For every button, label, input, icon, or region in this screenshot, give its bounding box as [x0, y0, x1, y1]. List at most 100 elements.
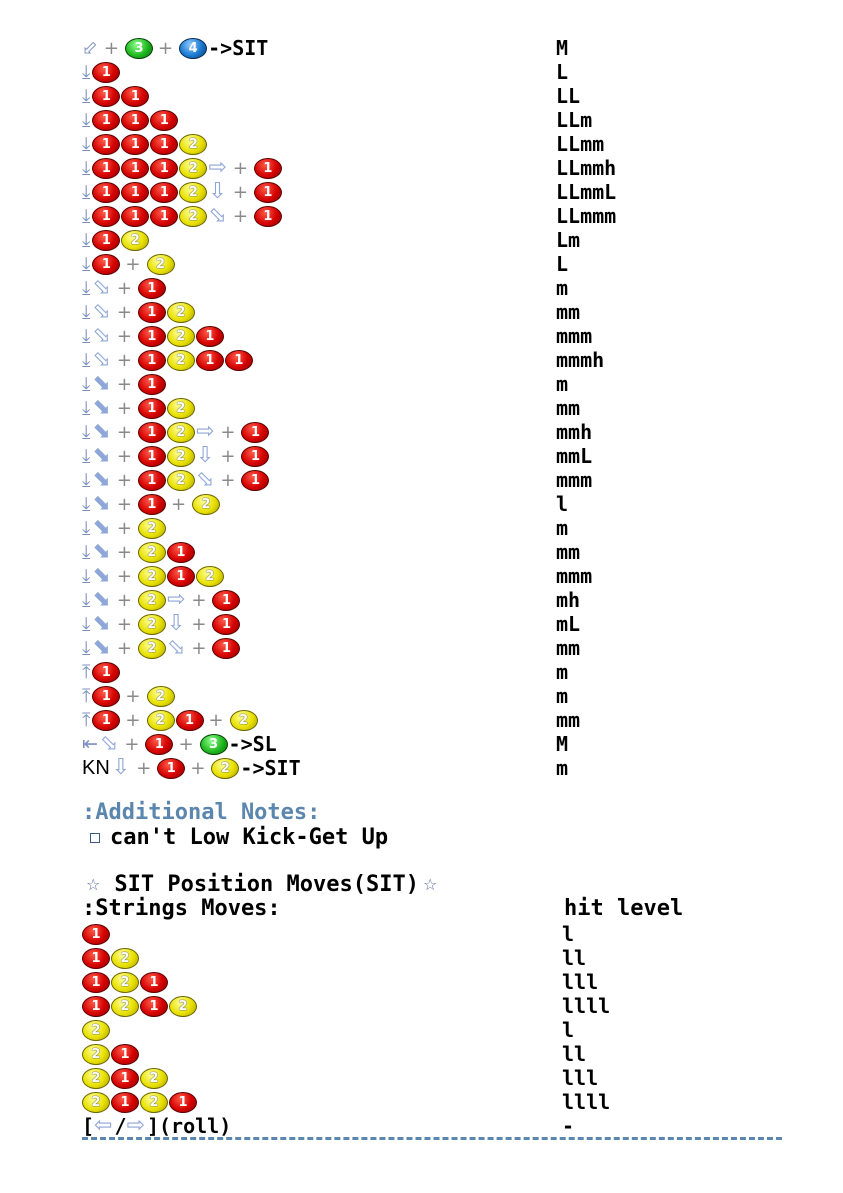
command-sequence: ⤓ ⬊ +1 +2 [82, 492, 221, 516]
direction-icon: ⤓ [82, 469, 91, 491]
hit-level: m [556, 684, 569, 708]
direction-icon: ⤓ [82, 637, 91, 659]
plus-icon: + [125, 253, 141, 275]
button-1-icon: 1 [169, 1091, 197, 1113]
plus-icon: + [116, 397, 132, 419]
command-sequence: ⤓ 1 +2 [82, 252, 176, 276]
button-2-icon: 2 [82, 1091, 110, 1113]
hit-level: mm [556, 300, 581, 324]
command-text: / [114, 1114, 127, 1138]
direction-icon: ⤓ [82, 397, 91, 419]
hit-level: m [556, 756, 569, 780]
button-2-icon: 2 [192, 493, 221, 515]
command-sequence: ⤓ 1 [82, 60, 121, 84]
button-1-icon: 1 [212, 637, 241, 659]
note-item: can't Low Kick-Get Up [90, 825, 388, 850]
plus-icon: + [116, 565, 132, 587]
hit-level: ll [562, 946, 587, 970]
arrow-icon: ⬊ [92, 539, 111, 564]
command-sequence: ⤓ ⬊ +2 ⇨ +1 [82, 588, 241, 612]
button-1-icon: 1 [111, 1091, 139, 1113]
plus-icon: + [220, 421, 236, 443]
direction-icon: ⤓ [82, 133, 91, 155]
command-sequence: ⤓ ⬊ +1 2 ⇨ +1 [82, 420, 270, 444]
plus-icon: + [116, 589, 132, 611]
direction-icon: ⤒ [82, 685, 91, 707]
command-sequence: ⤓ 1 1 1 [82, 108, 179, 132]
button-1-icon: 1 [121, 109, 150, 131]
arrow-icon: ⇨ [195, 419, 215, 444]
command-sequence: ⤒ 1 [82, 660, 121, 684]
hit-level: llll [562, 994, 611, 1018]
plus-icon: + [158, 37, 174, 59]
arrow-icon: ⬂ [195, 467, 215, 492]
button-1-icon: 1 [137, 349, 166, 371]
command-sequence: ⤓ ⬊ +2 1 2 [82, 564, 225, 588]
command-text: KN [82, 756, 110, 779]
arrow-icon: ⬂ [92, 299, 111, 324]
hit-level: ll [562, 1042, 587, 1066]
button-1-icon: 1 [195, 325, 224, 347]
direction-icon: ⤓ [82, 205, 91, 227]
hit-level: mmmh [556, 348, 605, 372]
direction-icon: ⇤ [82, 733, 98, 755]
direction-icon: ⤓ [82, 613, 91, 635]
button-2-icon: 2 [146, 709, 175, 731]
button-1-icon: 1 [137, 325, 166, 347]
direction-icon: ⤓ [82, 109, 91, 131]
direction-icon: ⤓ [82, 157, 91, 179]
button-1-icon: 1 [150, 157, 179, 179]
plus-icon: + [116, 637, 132, 659]
hit-level: M [556, 36, 569, 60]
button-1-icon: 1 [150, 133, 179, 155]
button-2-icon: 2 [137, 589, 166, 611]
direction-icon: ⤓ [82, 85, 91, 107]
button-2-icon: 2 [82, 1067, 110, 1089]
button-2-icon: 2 [166, 421, 195, 443]
command-sequence: ⤓ 1 1 1 2 ⇨ +1 [82, 156, 283, 180]
hit-level: - [562, 1114, 575, 1138]
button-1-icon: 1 [175, 709, 204, 731]
button-1-icon: 1 [82, 947, 110, 969]
section-divider [82, 1137, 782, 1140]
hit-level: llll [562, 1090, 611, 1114]
direction-icon: ⤓ [82, 493, 91, 515]
hit-level: L [556, 60, 569, 84]
hit-level: m [556, 660, 569, 684]
button-1-icon: 1 [137, 421, 166, 443]
button-2-icon: 2 [82, 1019, 110, 1041]
hit-level: LLm [556, 108, 593, 132]
hit-level: lll [562, 970, 599, 994]
command-sequence: ⤓ ⬂ +1 [82, 276, 167, 300]
direction-icon: ⤓ [82, 325, 91, 347]
button-1-icon: 1 [137, 301, 166, 323]
hit-level: mmh [556, 420, 593, 444]
hit-level: mmm [556, 324, 593, 348]
hit-level: l [562, 922, 575, 946]
command-sequence: ⬃ +3 +4 ->SIT [82, 36, 268, 60]
arrow-icon: ⇩ [166, 611, 186, 636]
command-sequence: [⇦ / ⇨](roll) [82, 1114, 231, 1138]
arrow-icon: ⬊ [92, 467, 111, 492]
button-1-icon: 1 [137, 397, 166, 419]
button-2-icon: 2 [111, 995, 139, 1017]
plus-icon: + [220, 445, 236, 467]
sit-section-title: ☆ SIT Position Moves(SIT) ☆ [82, 872, 441, 897]
button-2-icon: 2 [179, 157, 208, 179]
button-2-icon: 2 [137, 637, 166, 659]
direction-icon: ⤓ [82, 61, 91, 83]
button-1-icon: 1 [121, 85, 150, 107]
plus-icon: + [178, 733, 194, 755]
arrow-icon: ⇨ [208, 155, 227, 180]
command-text: ->SL [228, 732, 277, 756]
button-1-icon: 1 [157, 757, 186, 779]
plus-icon: + [191, 613, 207, 635]
hit-level: l [556, 492, 569, 516]
plus-icon: + [125, 685, 141, 707]
direction-icon: ⤓ [82, 181, 91, 203]
button-1-icon: 1 [92, 709, 121, 731]
